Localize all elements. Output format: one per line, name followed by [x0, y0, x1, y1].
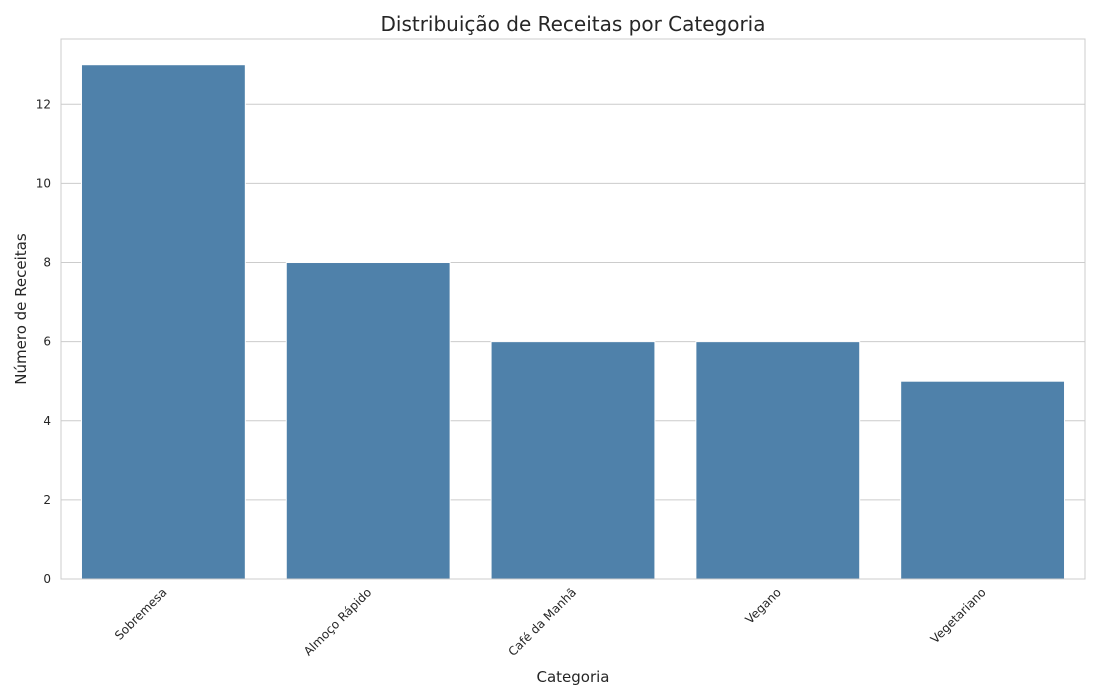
y-tick-label: 4	[43, 414, 51, 428]
x-axis-label: Categoria	[536, 668, 609, 686]
y-axis-ticks: 0 2 4 6 8 10 12	[36, 97, 51, 586]
bar-3	[695, 341, 861, 580]
y-tick-label: 2	[43, 493, 51, 507]
x-tick-label: Sobremesa	[112, 585, 169, 642]
chart-title: Distribuição de Receitas por Categoria	[380, 12, 765, 36]
x-tick-label: Vegano	[743, 585, 784, 626]
y-tick-label: 8	[43, 256, 51, 270]
y-tick-label: 6	[43, 335, 51, 349]
x-axis-ticks: Sobremesa Almoço Rápido Café da Manhã Vegan…	[112, 585, 989, 659]
bar-4	[900, 380, 1066, 580]
bar-0	[80, 64, 246, 580]
bar-2	[490, 341, 656, 580]
bar-1	[285, 262, 451, 580]
x-tick-label: Almoço Rápido	[301, 585, 374, 658]
x-tick-label: Café da Manhã	[505, 585, 579, 659]
plot-frame	[60, 38, 1086, 580]
x-tick-label: Vegetariano	[928, 585, 989, 646]
y-axis-label: Número de Receitas	[12, 233, 30, 385]
y-tick-label: 0	[43, 572, 51, 586]
y-tick-label: 10	[36, 176, 51, 190]
bars	[80, 64, 1066, 580]
y-tick-label: 12	[36, 97, 51, 111]
